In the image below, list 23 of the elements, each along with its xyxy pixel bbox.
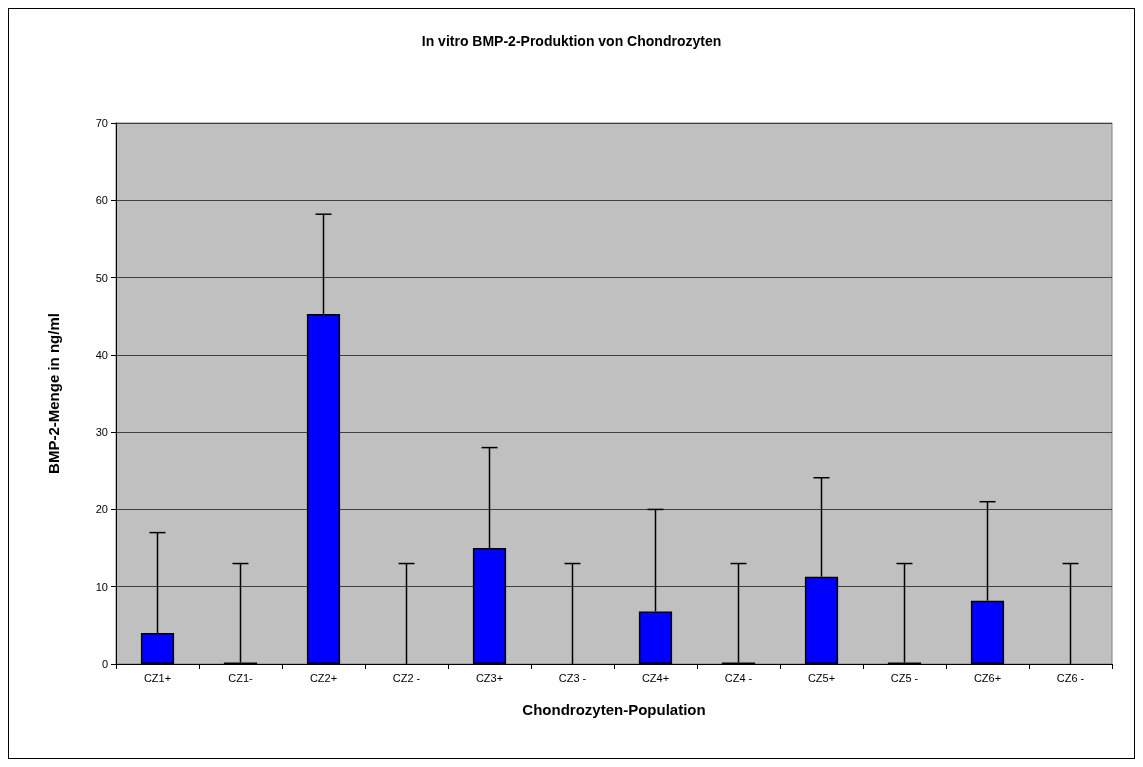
y-tick-label: 0 — [101, 658, 108, 670]
x-tick-label: CZ3+ — [475, 671, 504, 684]
x-tick-label: CZ6 - — [1056, 671, 1085, 684]
y-tick-label: 30 — [95, 426, 108, 439]
x-tick-label: CZ6+ — [973, 671, 1002, 684]
y-tick-label: 40 — [95, 348, 108, 361]
chart-title: In vitro BMP-2-Produktion von Chondrozyten — [421, 33, 722, 49]
x-axis-title: Chondrozyten-Population — [522, 701, 706, 718]
x-tick-label: CZ1- — [228, 671, 254, 684]
x-tick-label: CZ3 - — [558, 671, 587, 684]
y-axis-title: BMP-2-Menge in ng/ml — [45, 313, 62, 474]
y-tick-label: 10 — [95, 580, 108, 593]
x-tick-label: CZ4+ — [641, 671, 670, 684]
y-tick-label: 20 — [95, 503, 108, 516]
x-tick-label: CZ5 - — [890, 671, 919, 684]
x-tick-label: CZ2 - — [392, 671, 421, 684]
x-tick-label: CZ2+ — [309, 671, 338, 684]
x-tick-label: CZ5+ — [807, 671, 836, 684]
y-tick-label: 50 — [95, 271, 108, 284]
y-tick-label: 60 — [95, 194, 108, 207]
y-tick-label: 70 — [95, 117, 108, 129]
x-tick-label: CZ4 - — [724, 671, 753, 684]
x-tick-label: CZ1+ — [143, 671, 172, 684]
